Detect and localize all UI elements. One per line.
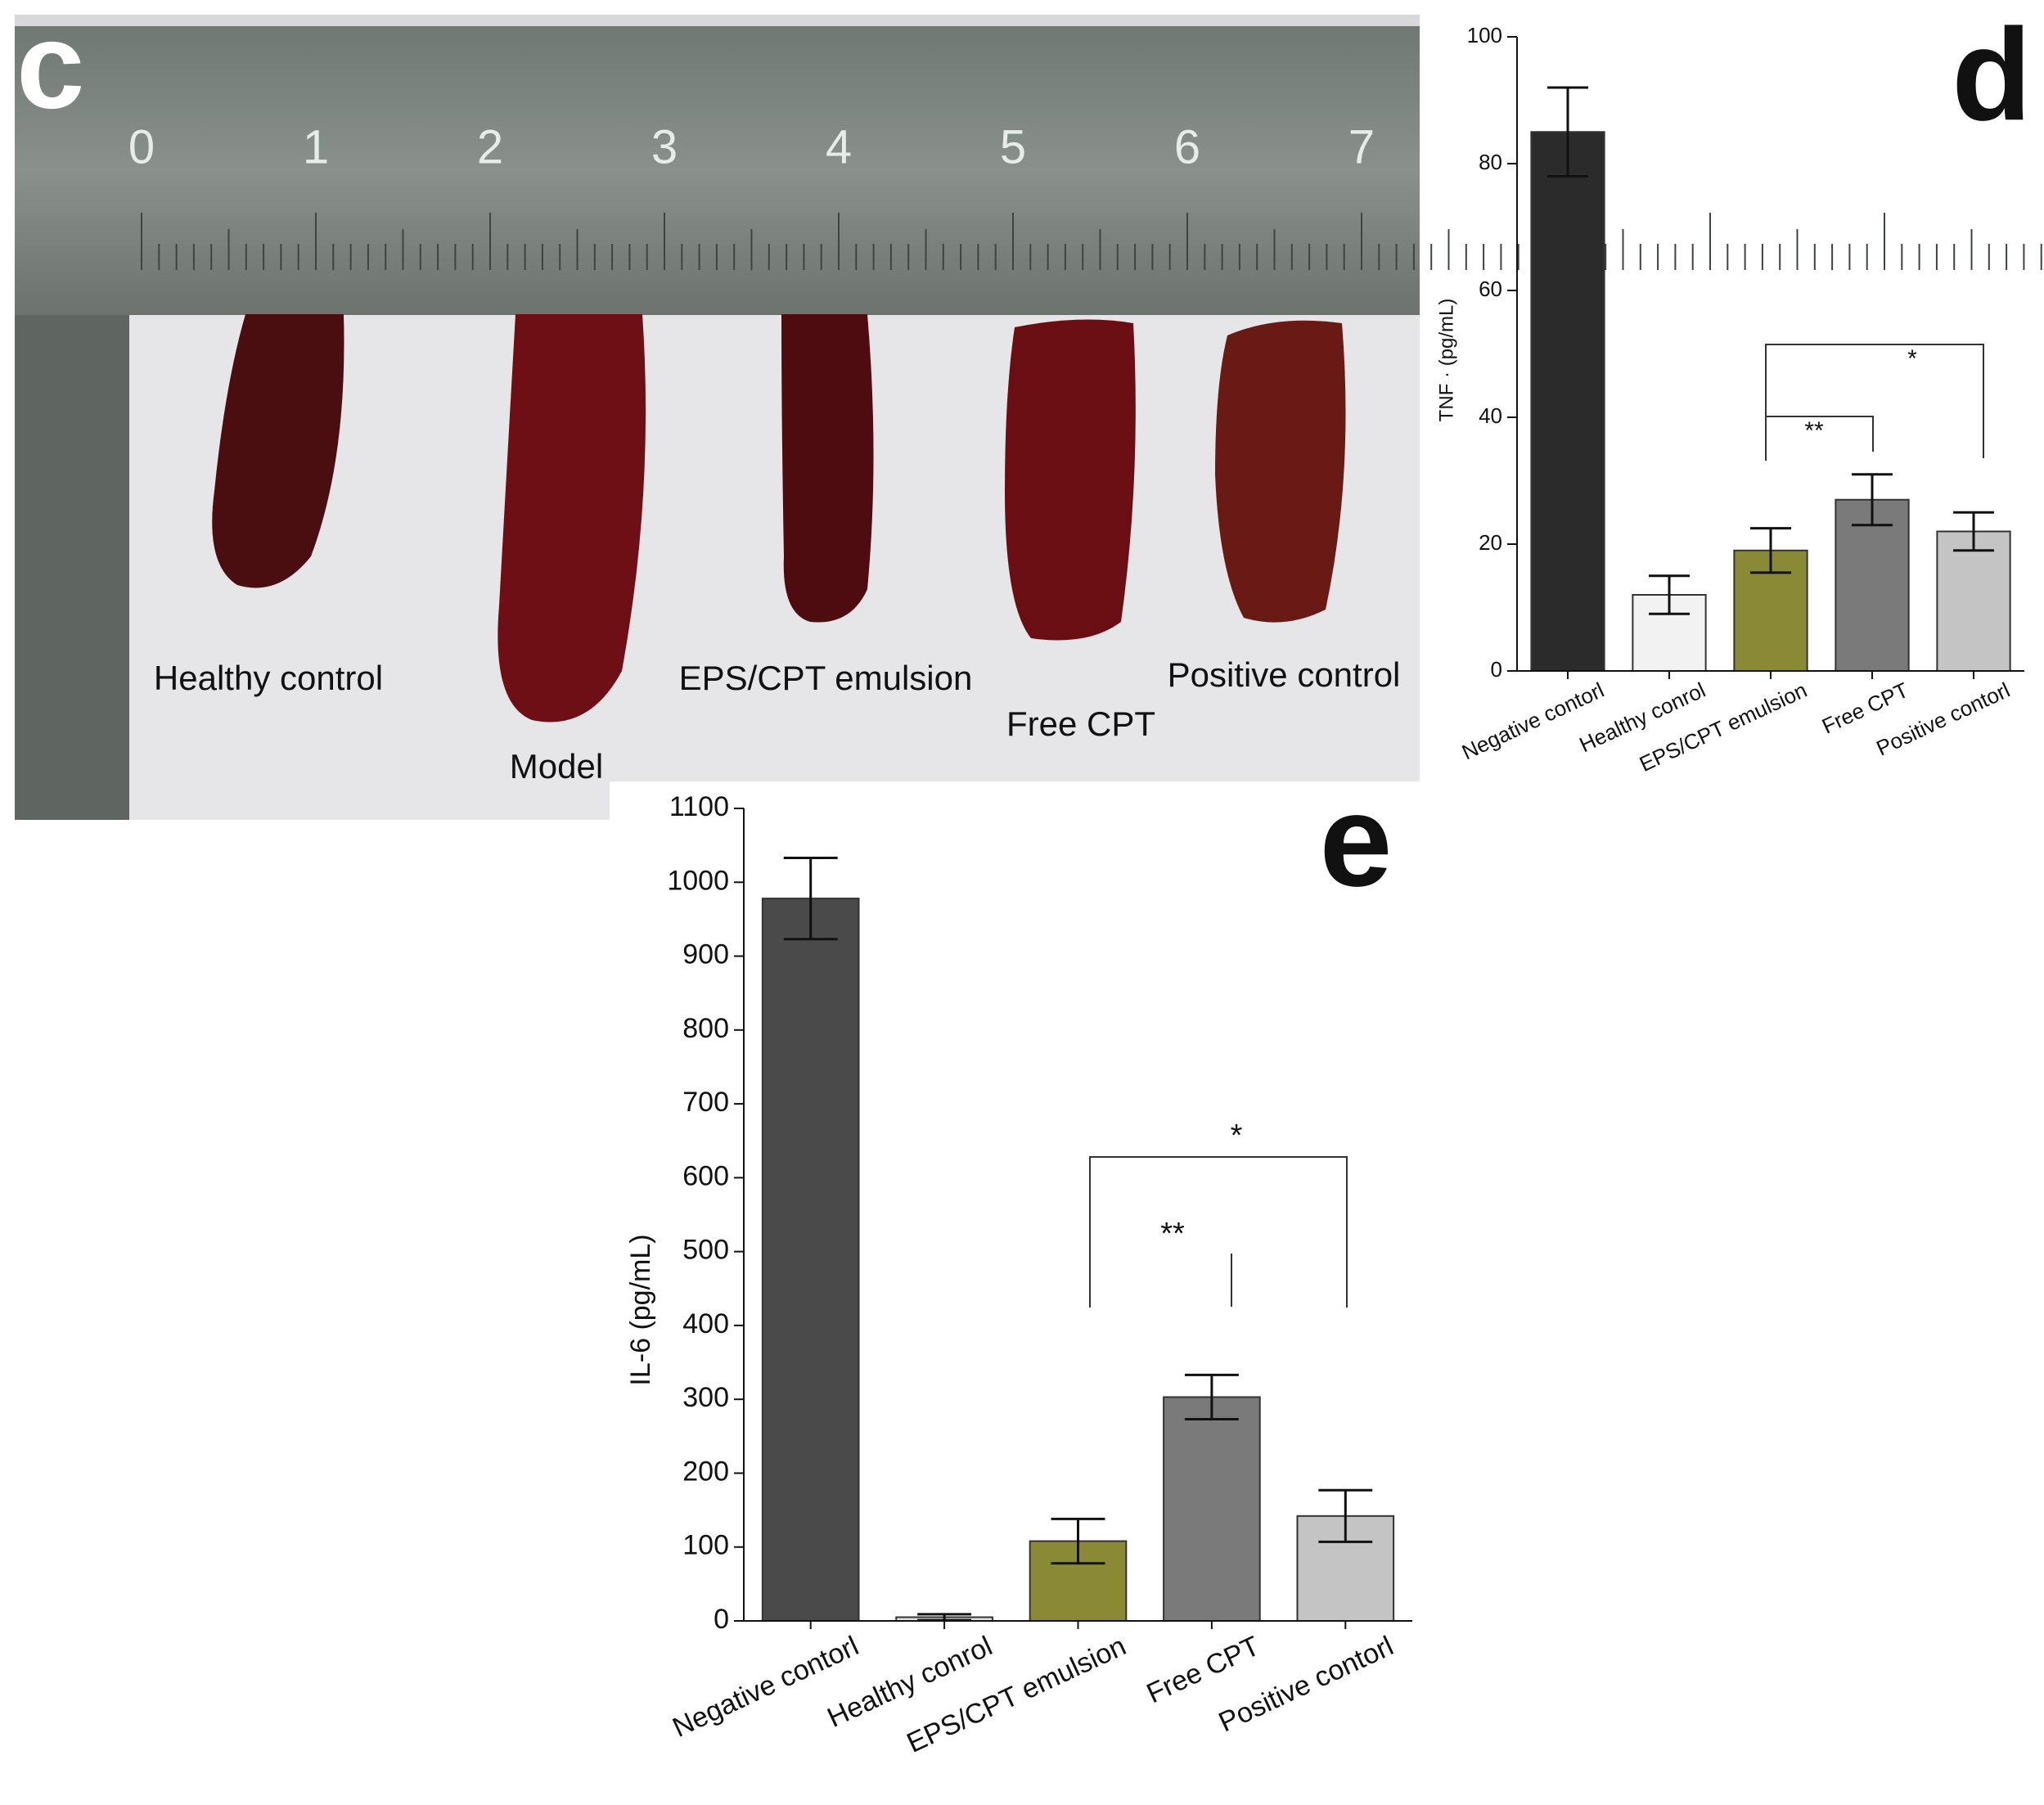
bar bbox=[1163, 1396, 1261, 1622]
bar bbox=[761, 898, 860, 1622]
error-bar bbox=[1547, 86, 1588, 178]
sample bbox=[781, 314, 874, 623]
sample bbox=[1215, 320, 1346, 623]
y-tick-label: 900 bbox=[682, 939, 729, 970]
sample-label: Healthy control bbox=[154, 659, 383, 697]
error-bar bbox=[783, 856, 838, 941]
sample-labels: Healthy control Model EPS/CPT emulsion Free… bbox=[154, 655, 1400, 785]
y-tick-label: 100 bbox=[1467, 23, 1502, 47]
ruler-number: 4 bbox=[826, 120, 852, 173]
bar-chart: e IL-6 (pg/mL) 0 100 200 300 400 500 600 700 800 90… bbox=[625, 767, 1412, 1759]
y-tick-label: 80 bbox=[1479, 150, 1502, 174]
y-tick-label: 200 bbox=[682, 1456, 729, 1487]
bar bbox=[1530, 131, 1605, 672]
y-tick-label: 600 bbox=[682, 1160, 729, 1191]
sample bbox=[497, 314, 646, 722]
ruler-number: 3 bbox=[651, 120, 678, 173]
sample-label: Model bbox=[510, 747, 603, 785]
sample-label: Positive control bbox=[1168, 655, 1401, 694]
bar bbox=[1936, 530, 2011, 672]
y-tick-label: 300 bbox=[682, 1382, 729, 1413]
sample bbox=[1005, 319, 1136, 641]
y-tick-label: 60 bbox=[1479, 277, 1502, 301]
y-tick-label: 100 bbox=[682, 1530, 729, 1561]
panel-label: d bbox=[1952, 1, 2032, 147]
ruler-number: 6 bbox=[1174, 120, 1200, 173]
y-tick-label: 400 bbox=[682, 1308, 729, 1339]
y-tick-label: 40 bbox=[1479, 403, 1502, 428]
significance-mark: * bbox=[1907, 345, 1917, 372]
panel-label: e bbox=[1320, 767, 1393, 913]
error-bar bbox=[1649, 574, 1690, 615]
ruler-number: 1 bbox=[303, 120, 329, 173]
significance-bracket bbox=[1765, 416, 1874, 461]
ruler-number: 0 bbox=[128, 120, 155, 173]
y-tick-label: 700 bbox=[682, 1087, 729, 1118]
y-tick-label: 0 bbox=[714, 1604, 729, 1635]
sample bbox=[212, 314, 344, 588]
x-tick-label: EPS/CPT emulsion bbox=[1636, 677, 1811, 776]
y-tick-label: 20 bbox=[1479, 530, 1502, 555]
y-tick-label: 500 bbox=[682, 1235, 729, 1266]
ruler-number: 5 bbox=[1000, 120, 1026, 173]
y-axis-title: TNF · (pg/mL) bbox=[1435, 299, 1457, 422]
error-bar bbox=[1318, 1488, 1373, 1543]
sample-label: EPS/CPT emulsion bbox=[679, 659, 973, 697]
y-tick-label: 800 bbox=[682, 1013, 729, 1044]
significance-mark: ** bbox=[1160, 1217, 1185, 1251]
error-bar bbox=[1953, 511, 1994, 552]
panel-label: c bbox=[16, 0, 84, 134]
bar bbox=[1835, 498, 1910, 672]
y-axis-title: IL-6 (pg/mL) bbox=[625, 1234, 656, 1385]
photo-panel: 0 1 2 3 4 5 6 7 c Healthy control Model EPS/CPT e… bbox=[15, 0, 2042, 820]
error-bar bbox=[1852, 473, 1893, 527]
y-tick-label: 1100 bbox=[669, 791, 729, 822]
y-tick-label: 1000 bbox=[667, 865, 729, 896]
error-bar bbox=[1184, 1373, 1239, 1421]
sample-label: Free CPT bbox=[1006, 704, 1155, 743]
significance-mark: * bbox=[1231, 1119, 1243, 1153]
significance-bracket bbox=[1765, 344, 1984, 458]
y-tick-label: 0 bbox=[1491, 657, 1502, 682]
error-bar bbox=[1051, 1517, 1105, 1565]
x-tick-label: EPS/CPT emulsion bbox=[903, 1631, 1131, 1759]
photo-edge bbox=[15, 15, 1420, 26]
error-bar bbox=[1750, 527, 1791, 574]
significance-bracket bbox=[1089, 1156, 1348, 1308]
significance-mark: ** bbox=[1804, 417, 1824, 444]
ruler-number: 2 bbox=[477, 120, 503, 173]
ruler bbox=[15, 25, 1420, 315]
ruler-ticks: 0 1 2 3 4 5 6 7 bbox=[128, 120, 2042, 270]
ruler-number: 7 bbox=[1348, 120, 1375, 173]
